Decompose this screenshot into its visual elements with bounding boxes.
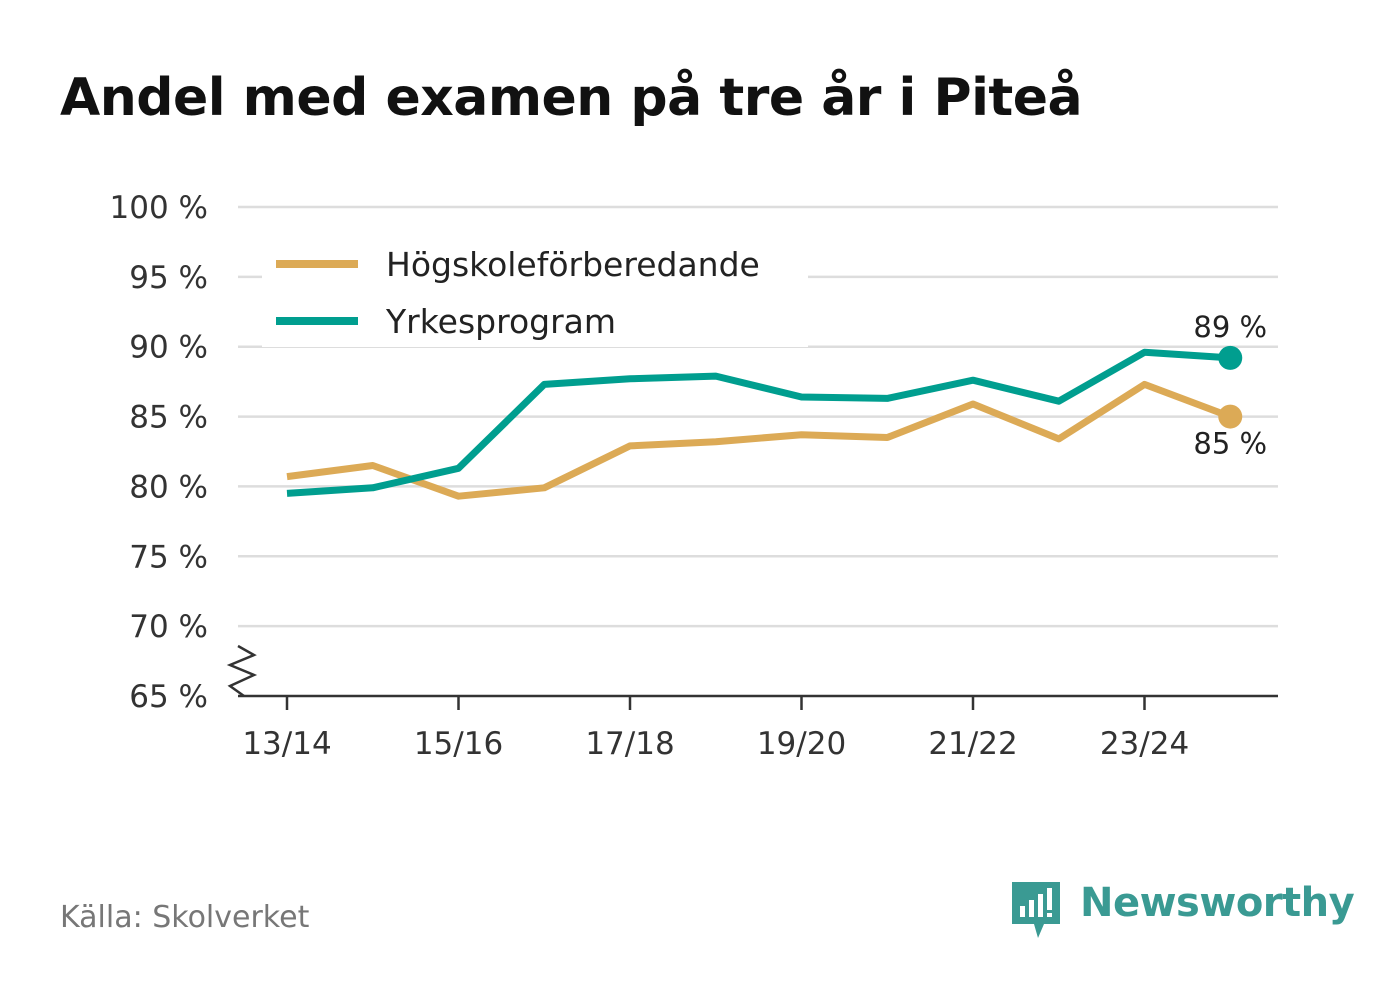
legend-background: [262, 237, 808, 347]
y-tick-label: 70 %: [129, 609, 208, 645]
y-tick-label: 75 %: [129, 539, 208, 575]
legend-label: Högskoleförberedande: [386, 245, 760, 284]
source-note: Källa: Skolverket: [60, 900, 310, 935]
newsworthy-logo-icon: [1012, 882, 1060, 938]
axis-break-icon: [226, 644, 258, 698]
series-lines: [286, 345, 1243, 500]
end-point-marker: [1218, 345, 1243, 370]
x-tick-label: 23/24: [1100, 726, 1189, 762]
newsworthy-brand: Newsworthy: [1010, 878, 1355, 942]
y-tick-label: 80 %: [129, 469, 208, 505]
legend-label: Yrkesprogram: [385, 302, 616, 341]
end-value-label: 89 %: [1193, 310, 1267, 344]
chart-title: Andel med examen på tre år i Piteå: [60, 68, 1083, 128]
y-tick-label: 85 %: [129, 400, 208, 436]
y-tick-label: 100 %: [110, 190, 208, 226]
x-tick-label: 13/14: [242, 726, 331, 762]
series-line: [286, 348, 1231, 497]
legend: Högskoleförberedande Yrkesprogram: [262, 237, 808, 347]
x-tick-label: 17/18: [585, 726, 674, 762]
end-labels: 85 % 89 %: [1193, 310, 1267, 461]
x-tick-label: 15/16: [414, 726, 503, 762]
brand-name: Newsworthy: [1080, 880, 1355, 926]
y-axis-ticks: 100 % 95 % 90 % 85 % 80 % 75 % 70 % 65 %: [110, 190, 208, 715]
y-tick-label: 95 %: [129, 260, 208, 296]
x-tick-label: 21/22: [928, 726, 1017, 762]
end-point-marker: [1218, 404, 1243, 429]
end-value-label: 85 %: [1193, 427, 1267, 461]
x-axis-ticks: 13/14 15/16 17/18 19/20 21/22 23/24: [242, 696, 1189, 762]
axes: [226, 644, 1278, 698]
y-tick-label: 65 %: [129, 679, 208, 715]
x-tick-label: 19/20: [757, 726, 846, 762]
y-tick-label: 90 %: [129, 330, 208, 366]
series-line: [286, 380, 1232, 500]
